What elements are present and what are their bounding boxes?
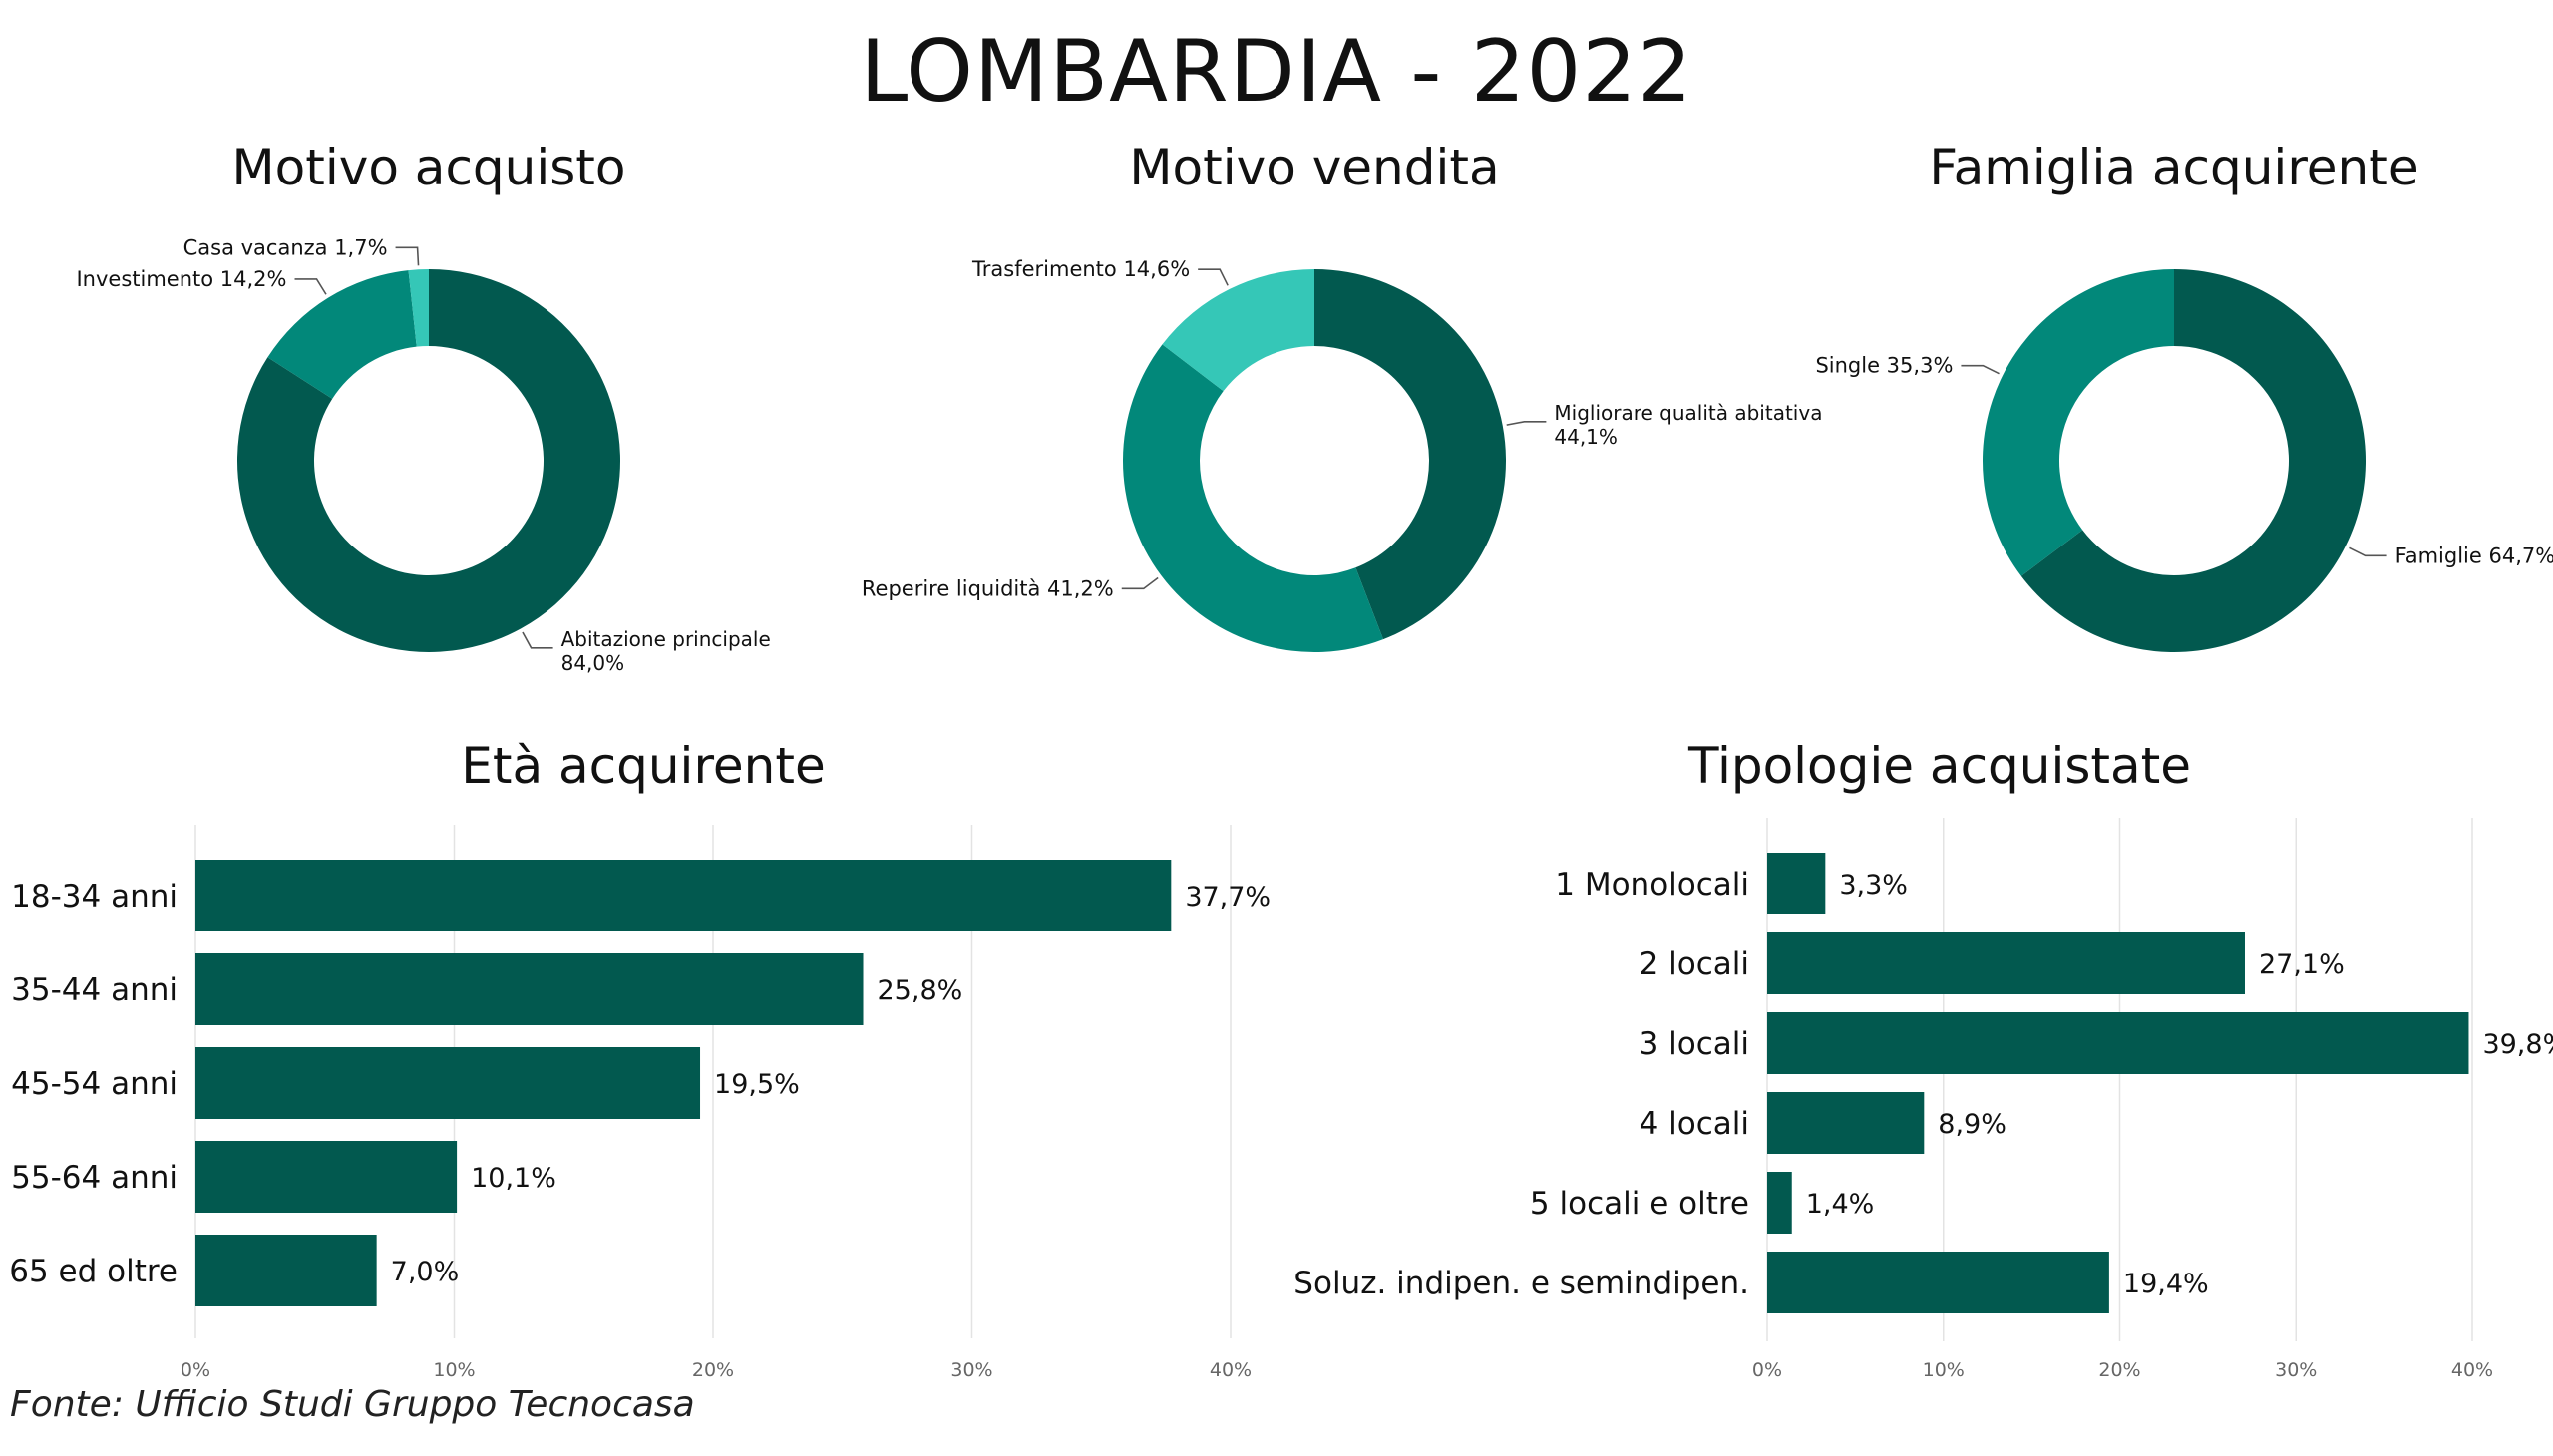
slice-value-label: 84,0%: [561, 651, 625, 675]
category-label: 55-64 anni: [11, 1160, 178, 1196]
category-label: 5 locali e oltre: [1530, 1186, 1749, 1222]
donut-slice: [1983, 269, 2174, 576]
bar: [1767, 1252, 2109, 1313]
leader-line: [294, 278, 327, 295]
bar: [195, 1047, 701, 1119]
slice-label: Reperire liquidità 41,2%: [862, 576, 1114, 600]
donut-slice: [1314, 269, 1507, 640]
bar: [1767, 1172, 1792, 1234]
data-label: 39,8%: [2482, 1029, 2553, 1060]
data-label: 8,9%: [1938, 1109, 2006, 1140]
chart-title: Famiglia acquirente: [1929, 139, 2418, 196]
bar: [195, 1141, 458, 1213]
data-label: 25,8%: [878, 975, 963, 1006]
donut-slice: [237, 269, 621, 652]
tick-label: 30%: [2275, 1359, 2317, 1381]
tick-label: 40%: [1210, 1359, 1252, 1381]
source-note: Fonte: Ufficio Studi Gruppo Tecnocasa: [10, 1384, 695, 1425]
slice-value-label: 44,1%: [1554, 425, 1618, 449]
tick-label: 10%: [433, 1359, 475, 1381]
slice-label: Single 35,3%: [1815, 354, 1953, 378]
bar: [1767, 932, 2245, 994]
slice-label: Migliorare qualità abitativa: [1554, 401, 1822, 425]
data-label: 19,5%: [714, 1069, 800, 1100]
bar: [1767, 1092, 1925, 1154]
page-title: LOMBARDIA - 2022: [860, 22, 1693, 122]
category-label: 4 locali: [1640, 1106, 1749, 1142]
slice-label: Abitazione principale: [561, 627, 771, 651]
category-label: 65 ed oltre: [9, 1254, 178, 1289]
tick-label: 0%: [181, 1359, 210, 1381]
chart-title: Motivo vendita: [1129, 139, 1499, 196]
bar: [1767, 853, 1826, 914]
tick-label: 10%: [1923, 1359, 1965, 1381]
leader-line: [1198, 268, 1229, 286]
data-label: 7,0%: [391, 1257, 460, 1287]
leader-line: [1506, 421, 1547, 426]
leader-line: [2349, 546, 2387, 557]
tick-label: 0%: [1752, 1359, 1782, 1381]
leader-line: [395, 246, 420, 266]
chart-title: Età acquirente: [461, 737, 825, 795]
donut-slice: [267, 270, 417, 399]
data-label: 37,7%: [1185, 882, 1271, 912]
leader-line: [522, 631, 553, 649]
slice-label: Famiglie 64,7%: [2395, 544, 2553, 567]
donut-slice: [1123, 344, 1384, 652]
data-label: 1,4%: [1806, 1189, 1875, 1220]
tick-label: 30%: [950, 1359, 992, 1381]
slice-label: Casa vacanza 1,7%: [183, 235, 388, 259]
bar: [1767, 1012, 2469, 1074]
category-label: 3 locali: [1640, 1026, 1749, 1062]
leader-line: [1121, 576, 1159, 590]
data-label: 19,4%: [2123, 1269, 2209, 1299]
donut-slice: [2020, 269, 2367, 652]
tick-label: 40%: [2451, 1359, 2493, 1381]
category-label: 45-54 anni: [11, 1066, 178, 1102]
donut-slice: [408, 269, 429, 347]
category-label: 2 locali: [1640, 946, 1749, 982]
tick-label: 20%: [692, 1359, 734, 1381]
data-label: 27,1%: [2259, 949, 2345, 980]
data-label: 3,3%: [1839, 870, 1908, 901]
category-label: 18-34 anni: [11, 879, 178, 914]
leader-line: [1961, 364, 2000, 375]
bar: [195, 860, 1172, 931]
category-label: Soluz. indipen. e semindipen.: [1293, 1266, 1749, 1301]
bar: [195, 1235, 377, 1306]
donut-slice: [1162, 269, 1314, 392]
category-label: 1 Monolocali: [1555, 867, 1749, 903]
slice-label: Investimento 14,2%: [76, 267, 286, 291]
bar: [195, 953, 864, 1025]
data-label: 10,1%: [471, 1163, 556, 1194]
tick-label: 20%: [2098, 1359, 2140, 1381]
slice-label: Trasferimento 14,6%: [971, 257, 1190, 281]
chart-title: Tipologie acquistate: [1687, 737, 2191, 795]
chart-title: Motivo acquisto: [232, 139, 626, 196]
category-label: 35-44 anni: [11, 972, 178, 1008]
